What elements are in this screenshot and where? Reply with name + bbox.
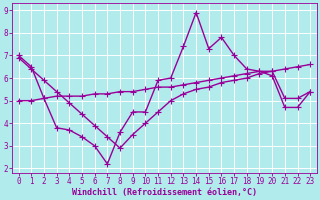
X-axis label: Windchill (Refroidissement éolien,°C): Windchill (Refroidissement éolien,°C)	[72, 188, 257, 197]
